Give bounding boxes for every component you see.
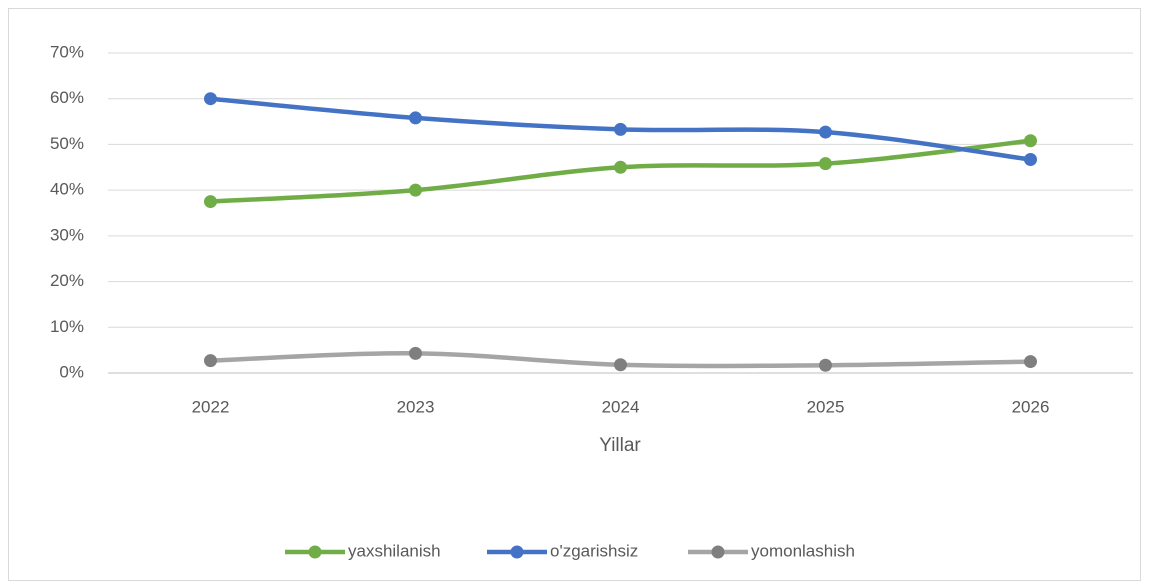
point-marker bbox=[819, 358, 832, 372]
y-tick-label: 0% bbox=[59, 362, 84, 381]
point-marker bbox=[819, 157, 832, 171]
x-tick-label: 2022 bbox=[192, 397, 230, 416]
point-marker bbox=[819, 125, 832, 139]
point-marker bbox=[1024, 355, 1037, 369]
point-marker bbox=[204, 92, 217, 106]
point-marker bbox=[1024, 134, 1037, 148]
x-tick-label: 2025 bbox=[807, 397, 845, 416]
y-tick-label: 40% bbox=[50, 180, 84, 199]
y-tick-label: 70% bbox=[50, 42, 84, 61]
x-tick-label: 2026 bbox=[1012, 397, 1050, 416]
point-marker bbox=[614, 358, 627, 372]
x-tick-label: 2023 bbox=[397, 397, 435, 416]
point-marker bbox=[614, 122, 627, 136]
x-tick-label: 2024 bbox=[602, 397, 640, 416]
y-tick-label: 30% bbox=[50, 225, 84, 244]
legend-marker bbox=[510, 545, 524, 559]
point-marker bbox=[204, 195, 217, 209]
x-axis-label: Yillar bbox=[599, 435, 641, 456]
point-marker bbox=[1024, 153, 1037, 167]
legend-label: yomonlashish bbox=[751, 541, 855, 560]
legend-label: o'zgarishsiz bbox=[550, 541, 638, 560]
point-marker bbox=[409, 111, 422, 125]
legend-label: yaxshilanish bbox=[348, 541, 441, 560]
chart-border bbox=[8, 8, 1141, 581]
point-marker bbox=[204, 354, 217, 368]
y-tick-label: 10% bbox=[50, 317, 84, 336]
y-tick-label: 20% bbox=[50, 271, 84, 290]
point-marker bbox=[409, 183, 422, 197]
legend-marker bbox=[308, 545, 322, 559]
y-tick-label: 50% bbox=[50, 134, 84, 153]
point-marker bbox=[614, 160, 627, 174]
legend-marker bbox=[711, 545, 725, 559]
point-marker bbox=[409, 346, 422, 360]
y-tick-label: 60% bbox=[50, 88, 84, 107]
